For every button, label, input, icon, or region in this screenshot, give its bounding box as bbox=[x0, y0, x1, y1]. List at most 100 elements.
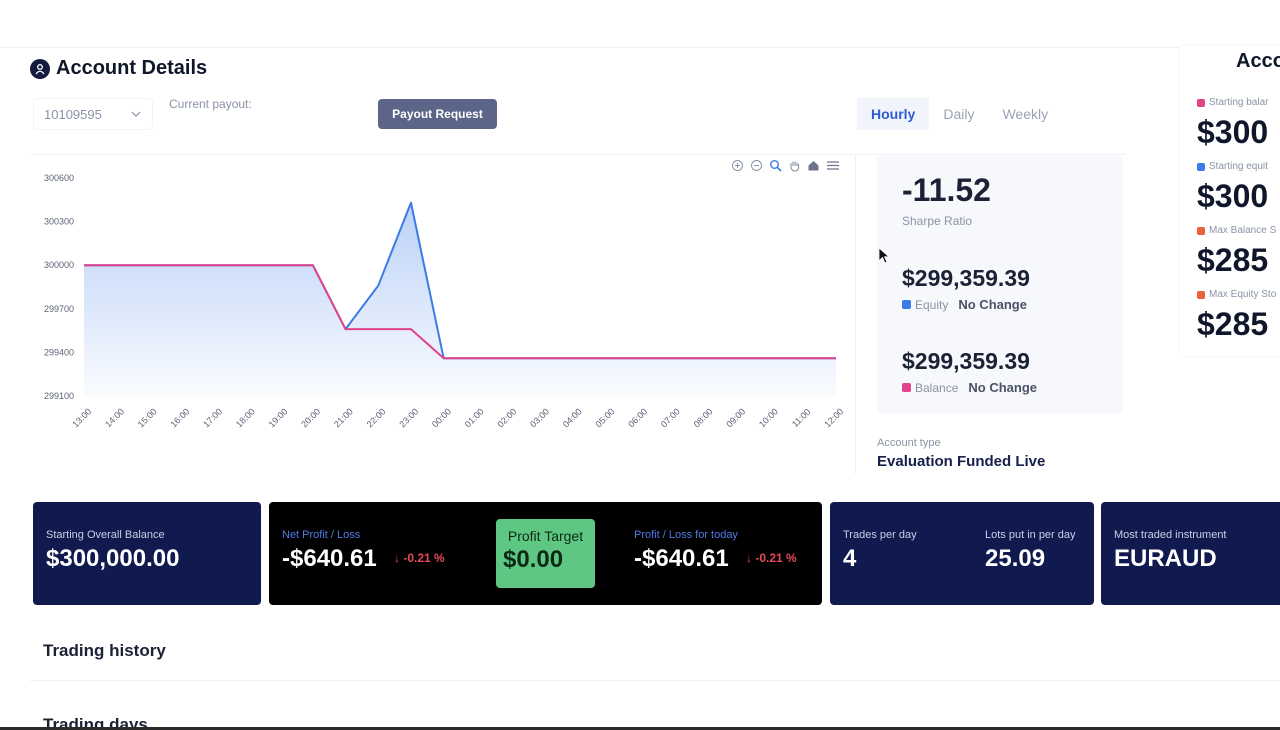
profit-target-label: Profit Target bbox=[507, 528, 584, 544]
x-tick-label: 01:00 bbox=[463, 406, 486, 429]
net-profit-label: Net Profit / Loss bbox=[282, 529, 361, 541]
home-icon[interactable] bbox=[806, 158, 821, 173]
max-balance-stop-value: $285 bbox=[1197, 242, 1269, 278]
equity-legend: Equity No Change bbox=[902, 297, 1027, 312]
equity-area bbox=[84, 202, 836, 396]
menu-icon[interactable] bbox=[825, 158, 840, 173]
tab-weekly[interactable]: Weekly bbox=[1002, 106, 1049, 122]
x-tick-label: 19:00 bbox=[267, 406, 290, 429]
x-tick-label: 22:00 bbox=[365, 406, 388, 429]
max-balance-stop-text: Max Balance S bbox=[1209, 225, 1277, 236]
trading-activity-card: Trades per day 4 Lots put in per day 25.… bbox=[830, 502, 1094, 605]
stats-panel bbox=[877, 156, 1123, 414]
lots-per-day-label: Lots put in per day bbox=[985, 529, 1076, 541]
x-tick-label: 10:00 bbox=[757, 406, 780, 429]
account-details-heading: Account Details bbox=[30, 57, 207, 80]
account-summary-panel bbox=[1180, 46, 1280, 356]
user-icon bbox=[30, 58, 50, 79]
trades-per-day-value: 4 bbox=[843, 545, 857, 572]
max-equity-swatch bbox=[1197, 290, 1205, 299]
search-zoom-icon[interactable] bbox=[768, 158, 783, 173]
most-traded-card: Most traded instrument EURAUD bbox=[1101, 502, 1280, 605]
balance-label: Balance bbox=[915, 380, 959, 395]
equity-change: No Change bbox=[958, 297, 1027, 312]
trading-history-heading: Trading history bbox=[43, 641, 166, 660]
equity-swatch bbox=[1197, 162, 1205, 171]
account-type-label: Account type bbox=[877, 437, 941, 449]
equity-swatch bbox=[902, 300, 911, 309]
payout-request-button[interactable]: Payout Request bbox=[378, 99, 497, 129]
starting-balance-label: Starting balar bbox=[1197, 97, 1268, 108]
x-tick-label: 17:00 bbox=[201, 406, 224, 429]
x-tick-label: 14:00 bbox=[103, 406, 126, 429]
x-tick-label: 02:00 bbox=[495, 406, 518, 429]
chevron-down-icon bbox=[130, 108, 142, 123]
x-tick-label: 09:00 bbox=[724, 406, 747, 429]
x-tick-label: 23:00 bbox=[397, 406, 420, 429]
account-select[interactable]: 10109595 bbox=[33, 98, 153, 130]
top-bar bbox=[0, 0, 1280, 48]
profit-target-box: Profit Target $0.00 bbox=[496, 519, 595, 588]
today-profit-value: -$640.61 bbox=[634, 545, 729, 572]
tab-daily[interactable]: Daily bbox=[943, 106, 975, 122]
today-profit-percent: ↓ -0.21 % bbox=[746, 551, 797, 565]
x-tick-label: 08:00 bbox=[692, 406, 715, 429]
divider bbox=[855, 156, 856, 474]
max-equity-stop-text: Max Equity Sto bbox=[1209, 289, 1277, 300]
divider bbox=[30, 154, 1126, 155]
mouse-cursor-icon bbox=[878, 247, 890, 264]
x-tick-label: 18:00 bbox=[234, 406, 257, 429]
y-tick-label: 299400 bbox=[44, 347, 74, 357]
most-traded-label: Most traded instrument bbox=[1114, 529, 1227, 541]
max-balance-swatch bbox=[1197, 226, 1205, 235]
max-equity-stop-value: $285 bbox=[1197, 306, 1269, 342]
equity-label: Equity bbox=[915, 297, 949, 312]
net-profit-value: -$640.61 bbox=[282, 545, 377, 572]
today-profit-label: Profit / Loss for today bbox=[634, 529, 738, 541]
pan-hand-icon[interactable] bbox=[787, 158, 802, 173]
x-tick-label: 03:00 bbox=[528, 406, 551, 429]
x-tick-label: 21:00 bbox=[332, 406, 355, 429]
equity-value: $299,359.39 bbox=[902, 265, 1030, 291]
starting-balance-text: Starting balar bbox=[1209, 97, 1269, 108]
x-tick-label: 00:00 bbox=[430, 406, 453, 429]
account-select-value: 10109595 bbox=[44, 106, 102, 122]
timeframe-tabs: Hourly Daily Weekly bbox=[857, 98, 1062, 130]
x-tick-label: 20:00 bbox=[299, 406, 322, 429]
balance-line bbox=[84, 264, 836, 360]
x-tick-label: 07:00 bbox=[659, 406, 682, 429]
starting-equity-value: $300 bbox=[1197, 178, 1269, 214]
balance-swatch bbox=[1197, 98, 1205, 107]
x-tick-label: 04:00 bbox=[561, 406, 584, 429]
y-tick-label: 300600 bbox=[44, 173, 74, 183]
x-tick-label: 05:00 bbox=[594, 406, 617, 429]
max-balance-stop-label: Max Balance S bbox=[1197, 225, 1276, 236]
profit-target-value: $0.00 bbox=[503, 546, 564, 573]
starting-balance-value: $300 bbox=[1197, 114, 1269, 150]
x-tick-label: 06:00 bbox=[626, 406, 649, 429]
trading-days-heading: Trading days bbox=[43, 715, 148, 730]
balance-equity-chart: 300600 300300 300000 299700 299400 299100 13:… bbox=[44, 173, 845, 429]
trades-per-day-label: Trades per day bbox=[843, 529, 917, 541]
starting-balance-card: Starting Overall Balance $300,000.00 bbox=[33, 502, 261, 605]
chart-toolbar bbox=[730, 158, 840, 173]
starting-equity-label: Starting equit bbox=[1197, 161, 1268, 172]
zoom-in-icon[interactable] bbox=[730, 158, 745, 173]
tab-hourly[interactable]: Hourly bbox=[857, 98, 930, 130]
balance-legend: Balance No Change bbox=[902, 380, 1037, 395]
current-payout-label: Current payout: bbox=[169, 97, 252, 111]
starting-balance-card-value: $300,000.00 bbox=[46, 545, 180, 572]
y-tick-label: 300300 bbox=[44, 217, 74, 227]
sharpe-ratio-value: -11.52 bbox=[902, 172, 991, 208]
balance-swatch bbox=[902, 383, 911, 392]
balance-change: No Change bbox=[968, 380, 1037, 395]
most-traded-value: EURAUD bbox=[1114, 545, 1217, 572]
balance-value: $299,359.39 bbox=[902, 348, 1030, 374]
account-summary-title: Acco bbox=[1236, 50, 1280, 72]
divider bbox=[30, 680, 1280, 681]
max-equity-stop-label: Max Equity Sto bbox=[1197, 289, 1276, 300]
y-tick-label: 299700 bbox=[44, 304, 74, 314]
x-tick-label: 15:00 bbox=[136, 406, 159, 429]
starting-equity-text: Starting equit bbox=[1209, 161, 1268, 172]
zoom-out-icon[interactable] bbox=[749, 158, 764, 173]
